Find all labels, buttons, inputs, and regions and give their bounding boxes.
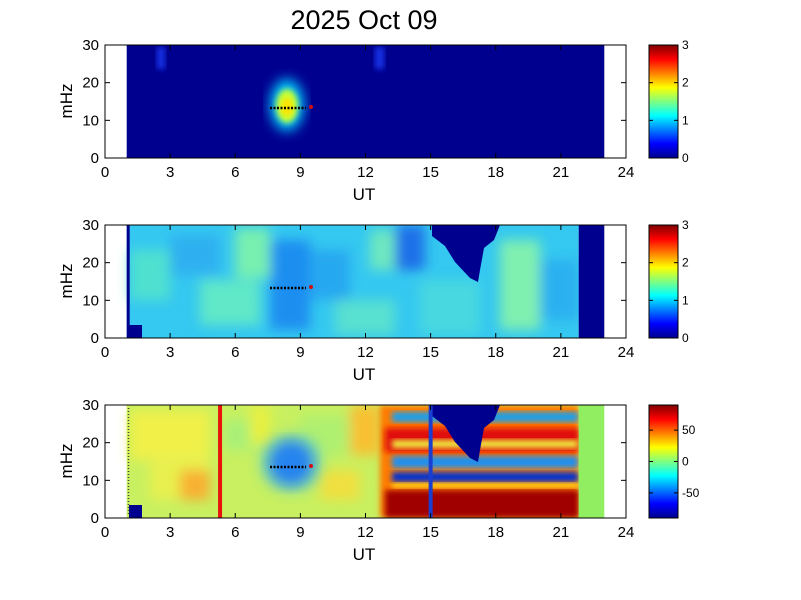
panel-3-ylabel: mHz (57, 444, 76, 479)
y-tick-label: 10 (82, 112, 99, 129)
panel-1-background-field (126, 45, 605, 158)
panel-3-y-ticks: 0 10 20 30 (82, 397, 626, 527)
x-tick-label: 21 (553, 344, 570, 361)
panel-1-spot-13ut (375, 47, 384, 69)
x-tick-label: 15 (422, 164, 439, 181)
panel-3-colorbar (648, 404, 679, 519)
panel-2-colorbar (648, 224, 679, 339)
panel-2-corner-block (129, 325, 142, 338)
panel-2-right-band (578, 225, 605, 338)
x-tick-label: 24 (618, 164, 635, 181)
panel-2-ylabel: mHz (57, 264, 76, 299)
x-tick-label: 0 (101, 164, 109, 181)
panel-2-texture (130, 225, 578, 335)
colorbar-tick-label: 50 (682, 423, 696, 437)
colorbar-tick-label: 0 (682, 151, 689, 165)
y-tick-label: 20 (82, 255, 99, 272)
colorbar-tick-label: 2 (682, 256, 689, 270)
x-tick-label: 21 (553, 164, 570, 181)
panel-1-spot-3ut (157, 47, 165, 69)
y-tick-label: 10 (82, 292, 99, 309)
y-tick-label: 30 (82, 397, 99, 414)
colorbar-tick-label: 3 (682, 38, 689, 52)
y-tick-label: 30 (82, 217, 99, 234)
panel-3-marker-line (270, 464, 313, 469)
panel-3-center-blob-halo (259, 433, 323, 493)
panel-3-right-band (578, 405, 605, 518)
panel-2-y-ticks: 0 10 20 30 (82, 217, 626, 347)
x-tick-label: 6 (231, 524, 239, 541)
y-tick-label: 20 (82, 435, 99, 452)
x-tick-label: 24 (618, 344, 635, 361)
x-tick-label: 6 (231, 344, 239, 361)
panel-3: 0 3 6 9 12 15 18 21 24 0 10 20 30 UT mHz 50 0 -50 (57, 397, 700, 564)
x-tick-label: 9 (296, 164, 304, 181)
colorbar-tick-label: 0 (682, 455, 689, 469)
x-tick-label: 18 (487, 164, 504, 181)
panel-1-ylabel: mHz (57, 84, 76, 119)
panel-2-colorbar-ticks: 0 1 2 3 (649, 218, 689, 345)
panel-1-colorbar-ticks: 0 1 2 3 (649, 38, 689, 165)
x-tick-label: 0 (101, 524, 109, 541)
x-tick-label: 0 (101, 344, 109, 361)
x-tick-label: 18 (487, 344, 504, 361)
y-tick-label: 0 (91, 330, 99, 347)
x-tick-label: 3 (166, 524, 174, 541)
panel-2-marker-line (270, 285, 313, 290)
figure-title: 2025 Oct 09 (290, 5, 437, 35)
panel-2-blank-region (432, 225, 500, 282)
x-tick-label: 9 (296, 524, 304, 541)
panel-1-marker-line (270, 105, 313, 110)
x-tick-label: 3 (166, 164, 174, 181)
x-tick-label: 15 (422, 524, 439, 541)
panel-2-xlabel: UT (353, 365, 376, 384)
colorbar-tick-label: 2 (682, 76, 689, 90)
panel-3-xlabel: UT (353, 545, 376, 564)
x-tick-label: 21 (553, 524, 570, 541)
y-tick-label: 20 (82, 75, 99, 92)
x-tick-label: 24 (618, 524, 635, 541)
colorbar-tick-label: 0 (682, 331, 689, 345)
panel-1-colorbar (648, 44, 679, 159)
x-tick-label: 12 (357, 524, 374, 541)
panel-3-corner-block (129, 505, 142, 518)
x-tick-label: 6 (231, 164, 239, 181)
panel-1-y-ticks: 0 10 20 30 (82, 37, 626, 167)
colorbar-tick-label: 1 (682, 113, 689, 127)
x-tick-label: 15 (422, 344, 439, 361)
panel-1-xlabel: UT (353, 185, 376, 204)
x-tick-label: 18 (487, 524, 504, 541)
y-tick-label: 30 (82, 37, 99, 54)
colorbar-tick-label: 1 (682, 293, 689, 307)
x-tick-label: 3 (166, 344, 174, 361)
panel-1-x-ticks: 0 3 6 9 12 15 18 21 24 (101, 45, 635, 181)
panel-3-x-ticks: 0 3 6 9 12 15 18 21 24 (101, 405, 635, 541)
panel-3-blank-region (432, 405, 500, 462)
y-tick-label: 10 (82, 472, 99, 489)
x-tick-label: 12 (357, 164, 374, 181)
colorbar-tick-label: -50 (682, 486, 700, 500)
panel-1-core-blob (281, 98, 293, 116)
panel-2-x-ticks: 0 3 6 9 12 15 18 21 24 (101, 225, 635, 361)
colorbar-tick-label: 3 (682, 218, 689, 232)
x-tick-label: 9 (296, 344, 304, 361)
panel-3-left-texture (130, 405, 380, 500)
y-tick-label: 0 (91, 510, 99, 527)
panel-2-left-edge (126, 225, 130, 338)
y-tick-label: 0 (91, 150, 99, 167)
x-tick-label: 12 (357, 344, 374, 361)
panel-3-colorbar-ticks: 50 0 -50 (649, 423, 700, 500)
